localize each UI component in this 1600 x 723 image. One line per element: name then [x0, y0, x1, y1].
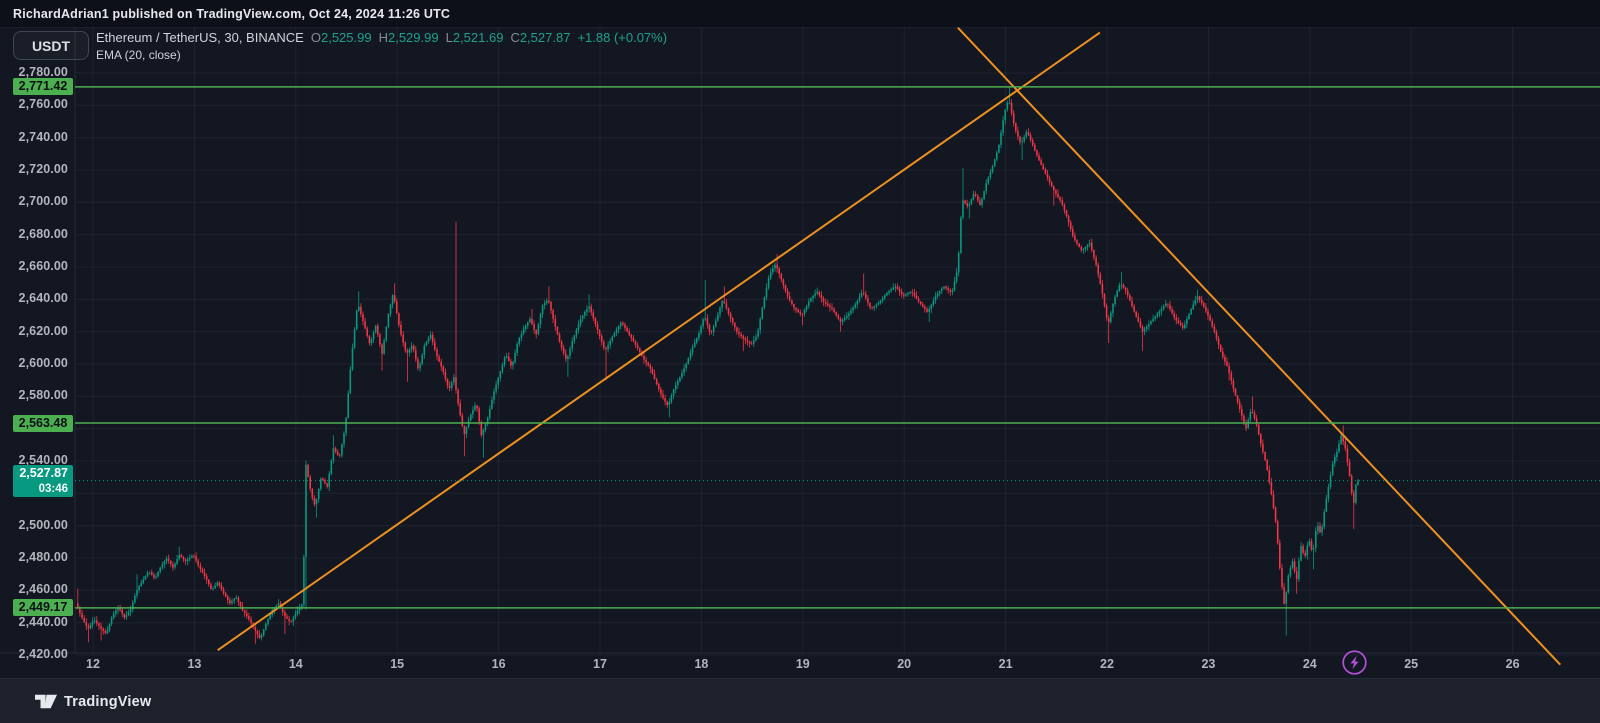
grid-horizontal-lines	[75, 72, 1600, 656]
candle-down-bodies	[77, 102, 1355, 638]
x-axis-tick-label: 20	[897, 657, 912, 671]
x-axis-tick-label: 18	[694, 657, 709, 671]
y-axis-tick-label: 2,420.00	[18, 647, 68, 661]
x-axis-tick-label: 15	[390, 657, 405, 671]
low-label: L	[445, 30, 453, 45]
chart-region: 2,780.00 2,760.00 2,740.00 2,720.00 2,700.00…	[0, 27, 1600, 678]
x-axis-tick-label: 13	[187, 657, 202, 671]
y-axis-tick-label: 2,600.00	[18, 356, 68, 370]
trendline-ascending-support[interactable]	[217, 31, 1101, 652]
y-axis-tick-label: 2,480.00	[18, 550, 68, 564]
y-axis-tick-label: 2,760.00	[18, 97, 68, 112]
y-axis-tick-label: 2,640.00	[18, 291, 68, 306]
x-axis-tick-label: 23	[1201, 657, 1216, 671]
y-axis-tick-label: 2,680.00	[18, 226, 68, 241]
trendline-descending-resistance[interactable]	[957, 27, 1562, 666]
change-value: +1.88 (+0.07%)	[577, 30, 668, 45]
close-value: 2,527.87	[519, 30, 571, 45]
x-axis-tick-label: 26	[1505, 657, 1520, 671]
y-axis-tick-label: 2,620.00	[18, 323, 68, 338]
attribution-text: RichardAdrian1 published on TradingView.…	[13, 6, 451, 21]
y-axis-tick-label: 2,500.00	[18, 517, 68, 532]
open-value: 2,525.99	[320, 30, 372, 45]
y-axis-tick-label: 2,460.00	[18, 582, 68, 597]
currency-toggle-button[interactable]: USDT	[13, 31, 89, 60]
tradingview-logo-text: TradingView	[64, 693, 152, 710]
y-axis-tick-label: 2,700.00	[18, 194, 68, 209]
x-axis-tick-label: 12	[86, 657, 100, 671]
symbol-legend: Ethereum / TetherUS, 30, BINANCE O2,525.9…	[96, 30, 667, 63]
x-axis-tick-label: 14	[288, 657, 303, 671]
price-level-badge-3: 2,449.17	[13, 599, 73, 617]
price-chart-canvas[interactable]	[0, 27, 1600, 672]
x-axis-tick-label: 22	[1100, 657, 1114, 671]
symbol-info-row[interactable]: Ethereum / TetherUS, 30, BINANCE O2,525.9…	[96, 30, 667, 46]
x-axis-tick-label: 16	[491, 657, 506, 671]
low-value: 2,521.69	[452, 30, 504, 45]
candle-down-wicks	[77, 99, 1355, 644]
bar-countdown: 03:46	[38, 482, 68, 495]
axis-border-lines	[0, 27, 1600, 654]
y-axis-tick-label: 2,580.00	[18, 388, 68, 403]
x-axis-tick-label: 25	[1404, 657, 1419, 671]
x-axis-tick-label: 21	[998, 657, 1013, 671]
current-price-badge: 2,527.87 03:46	[13, 464, 73, 497]
brand-bar: TradingView	[0, 678, 1600, 723]
high-value: 2,529.99	[387, 30, 439, 45]
flash-marker-icon[interactable]	[1341, 649, 1368, 681]
x-axis-tick-label: 17	[593, 657, 607, 671]
indicator-legend[interactable]: EMA (20, close)	[96, 48, 181, 62]
y-axis-tick-label: 2,780.00	[18, 65, 68, 79]
time-axis[interactable]: 12 13 14 15 16 17 18 19 20 21 22 23 24 25 26	[0, 653, 1600, 678]
open-label: O	[310, 30, 321, 45]
current-price-value: 2,527.87	[19, 465, 68, 480]
y-axis-tick-label: 2,540.00	[18, 453, 68, 467]
symbol-title: Ethereum / TetherUS, 30, BINANCE	[96, 30, 304, 45]
x-axis-tick-label: 19	[795, 657, 810, 671]
close-label: C	[510, 30, 520, 45]
grid-vertical-lines	[92, 27, 1514, 653]
tradingview-logo[interactable]: TradingView	[35, 693, 151, 710]
price-level-badge-1: 2,771.42	[13, 78, 73, 96]
tradingview-logo-icon	[35, 694, 57, 709]
x-axis-tick-label: 24	[1302, 657, 1317, 671]
candle-up-bodies	[89, 102, 1359, 638]
y-axis-tick-label: 2,740.00	[18, 129, 68, 144]
y-axis-tick-label: 2,660.00	[18, 259, 68, 273]
price-level-badge-2: 2,563.48	[13, 414, 73, 432]
y-axis-tick-label: 2,440.00	[18, 614, 68, 629]
attribution-bar: RichardAdrian1 published on TradingView.…	[0, 0, 1600, 28]
high-label: H	[378, 30, 388, 45]
y-axis-tick-label: 2,720.00	[18, 162, 68, 176]
